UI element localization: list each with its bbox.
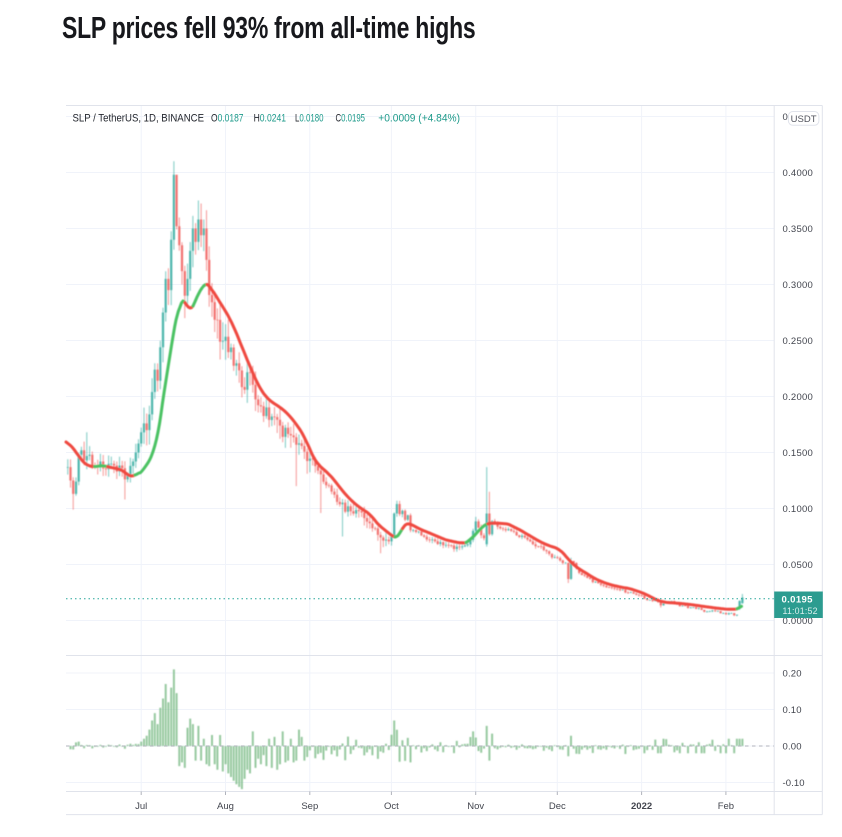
svg-text:2022: 2022 xyxy=(631,801,652,812)
svg-text:+0.0009 (+4.84%): +0.0009 (+4.84%) xyxy=(378,113,460,125)
svg-text:Feb: Feb xyxy=(718,801,734,812)
svg-text:SLP / TetherUS, 1D, BINANCE: SLP / TetherUS, 1D, BINANCE xyxy=(73,113,205,125)
svg-text:H0.0241: H0.0241 xyxy=(254,113,286,125)
svg-text:Aug: Aug xyxy=(217,801,234,812)
svg-text:O0.0187: O0.0187 xyxy=(211,113,244,125)
svg-text:L0.0180: L0.0180 xyxy=(295,113,324,125)
svg-text:Jul: Jul xyxy=(135,801,147,812)
svg-text:0.20: 0.20 xyxy=(783,668,802,679)
svg-text:0.0000: 0.0000 xyxy=(783,616,813,627)
svg-text:0.1000: 0.1000 xyxy=(783,504,813,515)
svg-text:0.2000: 0.2000 xyxy=(783,392,813,403)
svg-text:11:01:52: 11:01:52 xyxy=(783,606,818,616)
svg-text:0.2500: 0.2500 xyxy=(783,336,813,347)
svg-text:0.10: 0.10 xyxy=(783,705,802,716)
svg-text:USDT: USDT xyxy=(791,114,817,125)
svg-text:0.4000: 0.4000 xyxy=(783,168,813,179)
svg-text:Nov: Nov xyxy=(467,801,484,812)
svg-text:0.0500: 0.0500 xyxy=(783,560,813,571)
svg-text:Sep: Sep xyxy=(301,801,318,812)
svg-text:0.0195: 0.0195 xyxy=(782,595,814,606)
svg-text:Oct: Oct xyxy=(384,801,399,812)
svg-text:C0.0195: C0.0195 xyxy=(336,113,366,125)
svg-text:0.1500: 0.1500 xyxy=(783,448,813,459)
svg-text:0.3000: 0.3000 xyxy=(783,280,813,291)
svg-text:-0.10: -0.10 xyxy=(783,778,805,789)
svg-text:Dec: Dec xyxy=(549,801,566,812)
svg-text:0.3500: 0.3500 xyxy=(783,224,813,235)
svg-text:0.00: 0.00 xyxy=(783,741,802,752)
